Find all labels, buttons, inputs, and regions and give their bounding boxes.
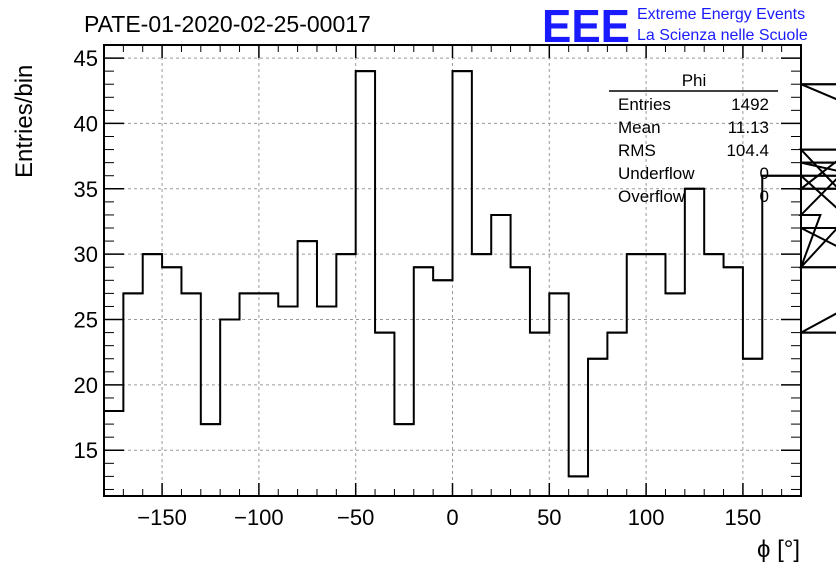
eee-logo: EEE Extreme Energy Events La Scienza nel… [542, 0, 808, 52]
x-axis-label: ϕ [°] [757, 536, 800, 563]
y-tick-label: 45 [74, 46, 98, 71]
x-tick-label: 0 [446, 505, 458, 530]
x-tick-label: −50 [337, 505, 374, 530]
stats-row-label: Overflow [618, 187, 686, 206]
stats-rows: Entries 1492 Mean 11.13 RMS 104.4 Underflow 0 Ov… [618, 95, 769, 206]
y-tick-label: 40 [74, 111, 98, 136]
logo-mark: EEE [542, 0, 630, 52]
stats-box: Phi Entries 1492 Mean 11.13 RMS 104.4 Underflo… [609, 71, 778, 206]
y-tick-label: 35 [74, 177, 98, 202]
y-axis-label: Entries/bin [11, 65, 38, 178]
stats-title: Phi [682, 71, 707, 90]
x-tick-label: −100 [234, 505, 284, 530]
stats-row-value: 11.13 [728, 118, 769, 137]
stats-row-label: RMS [618, 141, 656, 160]
x-tick-label: −150 [137, 505, 187, 530]
stats-row-value: 1492 [731, 95, 769, 114]
stats-row-value: 0 [760, 164, 769, 183]
y-tick-label: 20 [74, 373, 98, 398]
histogram-bins [104, 70, 836, 478]
x-tick-label: 50 [537, 505, 561, 530]
y-tick-label: 25 [74, 308, 98, 333]
stats-row-label: Mean [618, 118, 661, 137]
x-tick-label: 100 [628, 505, 665, 530]
histogram-outline [104, 70, 836, 478]
y-tick-label: 30 [74, 242, 98, 267]
stats-row-value: 104.4 [726, 141, 769, 160]
y-tick-label: 15 [74, 438, 98, 463]
stats-row-value: 0 [760, 187, 769, 206]
chart-title: PATE-01-2020-02-25-00017 [84, 11, 371, 37]
brand-line-1: Extreme Energy Events [637, 6, 805, 23]
x-tick-label: 150 [725, 505, 762, 530]
axis-ticks: −150 −100 −50 0 50 100 150 15 20 25 30 35 40 45 [74, 45, 801, 530]
brand-line-2: La Scienza nelle Scuole [637, 27, 808, 44]
stats-row-label: Underflow [618, 164, 695, 183]
stats-row-label: Entries [618, 95, 671, 114]
